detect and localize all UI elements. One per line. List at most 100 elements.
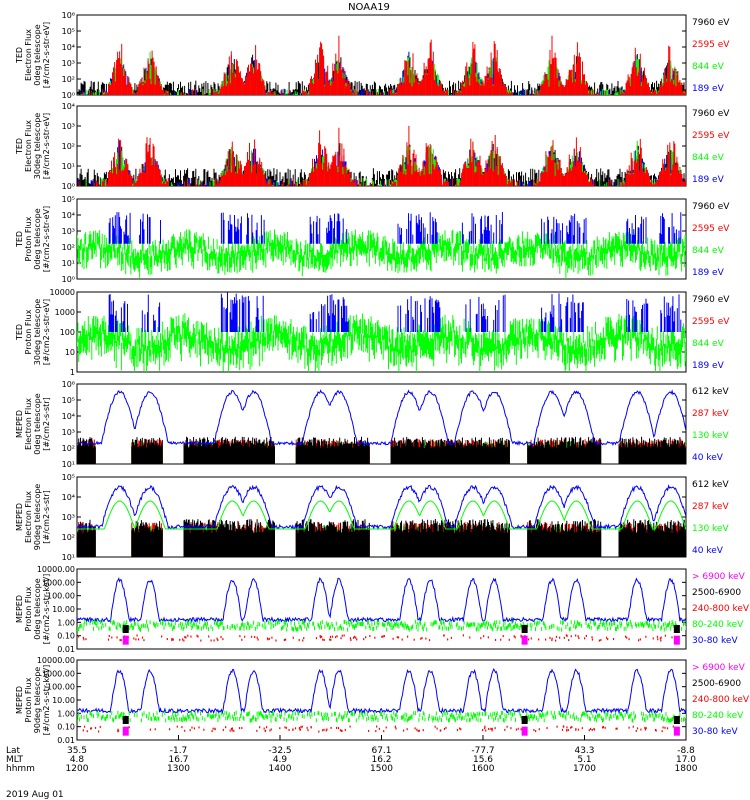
panel-frame xyxy=(76,198,687,280)
y-label-line: [#/cm2-s-str] xyxy=(42,397,51,450)
y-label-line: Electron Flux xyxy=(24,29,33,81)
x-label-hhmm: 1500 xyxy=(370,764,393,774)
series-red-point xyxy=(214,727,216,730)
series-red-point xyxy=(244,635,246,638)
series-red-point xyxy=(299,728,302,731)
panel-7: 0.010.101.0010.00100.001000.0010000.00ME… xyxy=(15,565,750,654)
series-red-point xyxy=(340,637,342,640)
y-label-line: [#/cm2-s-str] xyxy=(42,490,51,543)
series-red-point xyxy=(494,727,496,730)
y-axis-label: TED Electron Flux 30deg telescope [#/cm2-s-… xyxy=(15,113,51,180)
series-red-point xyxy=(349,637,352,640)
series-red-point xyxy=(217,639,219,642)
series-red-point xyxy=(635,729,637,732)
series-magenta-point xyxy=(673,635,680,645)
series-red-point xyxy=(546,727,548,730)
series-red-point xyxy=(566,634,568,637)
y-label-line: Proton Flux xyxy=(24,216,33,261)
y-label-line: Electron Flux xyxy=(24,491,33,543)
series-red-point xyxy=(640,728,642,731)
series-red-point xyxy=(671,636,673,639)
data-traces xyxy=(77,292,686,372)
series-black-point xyxy=(122,716,129,724)
y-label-line: TED xyxy=(15,47,24,64)
series-red-point xyxy=(229,729,231,732)
series-red-point xyxy=(241,638,243,641)
y-tick-label: 10⁴ xyxy=(62,493,75,502)
series-red xyxy=(81,35,686,95)
series-red-point xyxy=(172,638,174,641)
series-red-point xyxy=(654,728,657,731)
series-red-point xyxy=(363,638,365,641)
x-label-hhmm: 1200 xyxy=(66,764,89,774)
legend-entry: 287 keV xyxy=(692,502,729,512)
series-blue xyxy=(108,292,682,332)
series-red-point xyxy=(565,634,568,637)
legend-entry: 844 eV xyxy=(692,246,725,256)
series-red-point xyxy=(288,728,290,731)
series-red-point xyxy=(397,636,400,639)
series-red-point xyxy=(271,636,273,639)
series-red-point xyxy=(502,635,504,638)
series-green xyxy=(77,229,686,278)
series-red-point xyxy=(83,725,86,728)
y-tick-label: 0.10 xyxy=(57,723,75,732)
series-red-point xyxy=(514,636,516,639)
y-tick-label: 10³ xyxy=(62,122,75,131)
series-red-point xyxy=(644,728,647,731)
legend-entry: 30-80 keV xyxy=(692,636,738,646)
series-blue xyxy=(77,389,686,447)
x-label-lat: -1.7 xyxy=(170,746,188,756)
series-magenta-point xyxy=(122,635,129,645)
y-label-line: 0deg telescope xyxy=(33,393,42,454)
x-label-lat: -32.5 xyxy=(268,746,291,756)
series-red-point xyxy=(230,727,233,730)
series-red-point xyxy=(414,727,416,730)
series-red-point xyxy=(256,729,258,732)
series-green xyxy=(77,710,686,723)
series-red-point xyxy=(171,639,173,642)
series-black-point xyxy=(521,625,528,633)
series-red-point xyxy=(149,728,152,731)
series-red-point xyxy=(445,726,447,729)
series-red-point xyxy=(589,727,592,730)
series-red-point xyxy=(482,729,484,732)
series-red-point xyxy=(434,725,436,728)
legend-entry: 130 keV xyxy=(692,524,729,534)
x-label-hhmm: 1700 xyxy=(573,764,596,774)
series-red-point xyxy=(341,729,343,732)
y-label-line: Proton Flux xyxy=(24,309,33,354)
series-red-point xyxy=(628,726,630,729)
series-red-point xyxy=(323,638,325,641)
series-red-point xyxy=(302,639,304,642)
y-tick-label: 10⁴ xyxy=(62,43,75,52)
series-red-point xyxy=(107,638,110,641)
legend-entry: 2595 eV xyxy=(692,317,730,327)
legend-entry: 40 keV xyxy=(692,546,724,556)
series-green-hump xyxy=(77,500,686,530)
y-axis-label: MEPED Electron Flux 90deg telescope [#/cm2-… xyxy=(15,484,51,551)
series-red-point xyxy=(510,727,512,730)
series-red-point xyxy=(335,636,337,639)
series-red-point xyxy=(376,725,378,728)
x-row-label: MLT xyxy=(6,755,24,765)
y-tick-label: 10² xyxy=(62,75,75,84)
series-red-point xyxy=(98,730,100,733)
y-label-line: 90deg telescope xyxy=(33,484,42,551)
series-red-point xyxy=(301,725,303,728)
series-red-point xyxy=(374,636,376,639)
series-blue xyxy=(77,667,686,715)
y-tick-label: 10 xyxy=(65,348,75,357)
y-tick-label: 1.00 xyxy=(57,709,75,718)
series-red-point xyxy=(231,727,233,730)
legend-entry: 130 keV xyxy=(692,431,729,441)
y-tick-label: 10⁶ xyxy=(62,380,75,389)
series-black-point xyxy=(673,716,680,724)
series-blue xyxy=(108,212,682,244)
series-red-point xyxy=(241,727,243,730)
y-label-line: 0deg telescope xyxy=(33,24,42,85)
legend-entry: 287 keV xyxy=(692,409,729,419)
y-tick-label: 100.00 xyxy=(47,683,75,692)
series-red-point xyxy=(275,639,277,642)
